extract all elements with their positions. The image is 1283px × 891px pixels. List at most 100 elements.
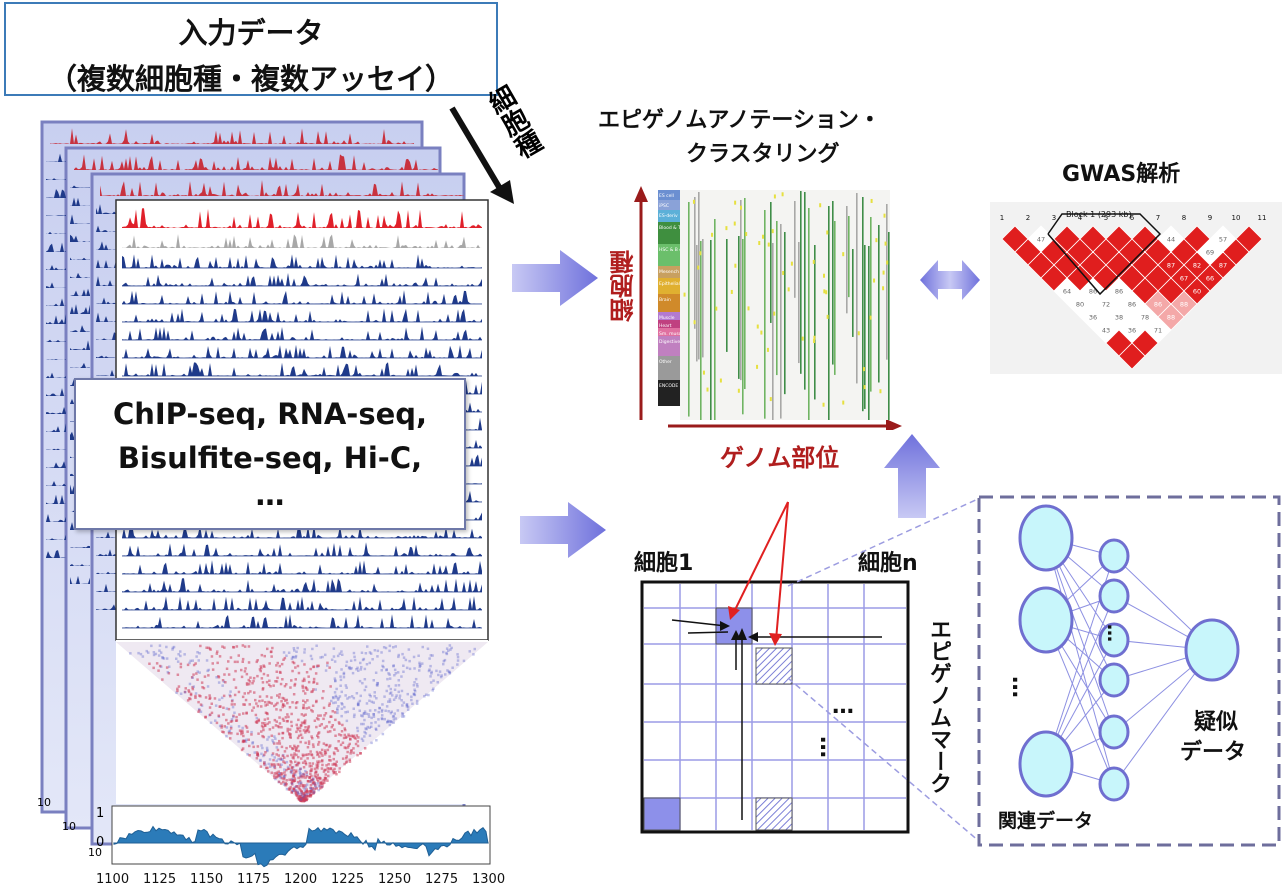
svg-text:78: 78 [1141, 314, 1149, 322]
assay-list-box: ChIP-seq, RNA-seq, Bisulfite-seq, Hi-C, … [74, 378, 466, 530]
network-input-label: 関連データ [998, 810, 1094, 832]
lineplot-xtick: 1300 [472, 872, 506, 887]
matrix-cell-corner [643, 797, 681, 831]
svg-text:4: 4 [1078, 214, 1083, 222]
cell-type-arrow-icon [449, 106, 514, 204]
svg-text:2: 2 [1026, 214, 1030, 222]
annotation-heatmap: ES cell iPSC ES-deriv Blood & T cell HSC & B… [634, 186, 902, 430]
matrix-dots-h: … [832, 694, 854, 719]
assay-line1: ChIP-seq, RNA-seq, [112, 397, 428, 431]
annotation-legend-label: ES-deriv [659, 213, 678, 219]
double-arrow-icon [920, 260, 980, 300]
svg-text:57: 57 [1219, 236, 1227, 244]
svg-text:86: 86 [1115, 288, 1123, 296]
svg-text:71: 71 [1154, 327, 1162, 335]
svg-text:3: 3 [1052, 214, 1056, 222]
svg-text:7: 7 [1156, 214, 1160, 222]
back-tick-2: 10 [62, 820, 76, 833]
svg-text:38: 38 [1115, 314, 1123, 322]
annotation-legend-label: Epithelial [659, 281, 680, 287]
svg-text:9: 9 [1208, 214, 1212, 222]
neural-network-box [977, 495, 1281, 847]
svg-text:36: 36 [1089, 314, 1097, 322]
matrix-cell-hatched-1 [755, 647, 793, 685]
svg-text:67: 67 [1180, 275, 1188, 283]
input-title-line2: （複数細胞種・複数アッセイ） [47, 62, 454, 96]
svg-text:5: 5 [1104, 214, 1108, 222]
network-output-line1: 疑似 [1194, 710, 1239, 735]
annotation-legend-label: ENCODE 2012 [659, 383, 691, 389]
svg-text:69: 69 [1206, 249, 1214, 257]
svg-text:82: 82 [1193, 262, 1201, 270]
annotation-legend-label: Other [659, 359, 672, 365]
annotation-legend-label: ES cell [659, 193, 674, 199]
svg-text:87: 87 [1219, 262, 1227, 270]
svg-text:88: 88 [1167, 314, 1175, 322]
svg-text:8: 8 [1182, 214, 1186, 222]
input-title-line1: 入力データ [178, 16, 324, 50]
assay-line2: Bisulfite-seq, Hi-C, [117, 441, 423, 475]
svg-text:11: 11 [1258, 214, 1267, 222]
lineplot-xtick: 1200 [284, 872, 318, 887]
annotation-legend-label: Heart [659, 323, 672, 329]
network-input-dots: … [1007, 676, 1032, 698]
projection-dashes [787, 497, 981, 843]
svg-text:72: 72 [1102, 301, 1110, 309]
svg-text:86: 86 [1128, 301, 1136, 309]
annotation-legend-label: Blood & T cell [659, 225, 690, 231]
svg-text:6: 6 [1130, 214, 1135, 222]
svg-text:87: 87 [1167, 262, 1175, 270]
matrix-cell-hatched-2 [755, 797, 793, 831]
lineplot-xtick: 1225 [331, 872, 365, 887]
annotation-legend-label: iPSC [659, 203, 669, 209]
svg-text:66: 66 [1206, 275, 1214, 283]
matrix-mark-label: エピゲノムマーク [926, 618, 951, 794]
svg-text:64: 64 [1063, 288, 1071, 296]
svg-text:10: 10 [1232, 214, 1241, 222]
network-hidden-dots: … [1103, 624, 1124, 642]
annotation-legend-label: HSC & B cell [659, 247, 687, 253]
arrow-to-annotation-icon [512, 250, 598, 306]
annotation-x-label: ゲノム部位 [720, 444, 840, 472]
lineplot-ytick-1: 1 [96, 806, 105, 821]
lineplot-area [113, 825, 489, 868]
svg-text:43: 43 [1102, 327, 1110, 335]
svg-text:47: 47 [1037, 236, 1045, 244]
back-tick-1: 10 [37, 796, 51, 809]
annotation-title-line2: クラスタリング [686, 142, 840, 167]
back-tick-3: 10 [88, 846, 102, 859]
lineplot-xtick: 1125 [143, 872, 177, 887]
svg-text:86: 86 [1154, 301, 1162, 309]
matrix-cell-last: 細胞n [858, 551, 918, 576]
arrow-up-icon [884, 434, 940, 518]
svg-text:86: 86 [1089, 288, 1097, 296]
svg-text:1: 1 [1000, 214, 1004, 222]
lineplot-xtick: 1175 [237, 872, 271, 887]
gwas-title: GWAS解析 [1062, 162, 1181, 187]
annotation-legend-label: Mesench [659, 269, 679, 275]
annotation-title-line1: エピゲノムアノテーション・ [598, 108, 881, 133]
svg-text:80: 80 [1076, 301, 1084, 309]
svg-text:88: 88 [1180, 301, 1188, 309]
annotation-legend-label: Muscle [659, 315, 675, 321]
network-output-line2: データ [1180, 740, 1247, 765]
svg-text:60: 60 [1193, 288, 1201, 296]
svg-text:44: 44 [1167, 236, 1175, 244]
lineplot-ytick-0: 0 [96, 835, 105, 850]
annotation-legend-label: Sm. musc [659, 331, 682, 337]
epigenome-matrix [640, 501, 910, 834]
arrow-to-matrix-icon [520, 502, 606, 558]
assay-line3: … [255, 478, 285, 512]
lineplot-xtick: 1150 [190, 872, 224, 887]
annotation-legend-label: Brain [659, 297, 671, 303]
lineplot-xtick: 1100 [96, 872, 130, 887]
gwas-block-label: Block 1 (293 kb) [1066, 210, 1132, 219]
lineplot-xtick: 1275 [425, 872, 459, 887]
input-title-box: 入力データ （複数細胞種・複数アッセイ） [4, 2, 498, 96]
annotation-legend-label: Digestive [659, 339, 680, 345]
lineplot-xtick: 1250 [378, 872, 412, 887]
svg-text:36: 36 [1128, 327, 1136, 335]
annotation-y-label: 細胞種 [610, 250, 638, 322]
matrix-cell-first: 細胞1 [634, 551, 694, 576]
